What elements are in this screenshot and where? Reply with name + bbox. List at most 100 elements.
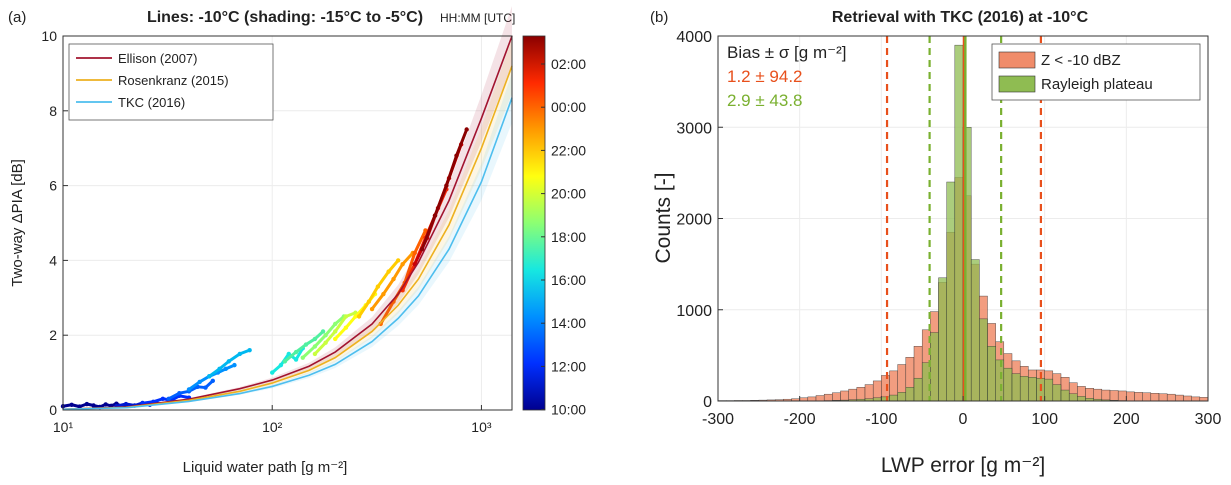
panel-b-bar-1: [898, 392, 906, 401]
panel-a-obs-point: [357, 314, 361, 318]
panel-b-bar-0: [1102, 390, 1110, 401]
panel-b-bar-1: [955, 45, 963, 401]
panel-a-obs-point: [323, 340, 327, 344]
panel-a-obs-point: [283, 359, 287, 363]
panel-b-xtick-label: 0: [959, 411, 968, 428]
panel-b-xtick-label: 100: [1031, 411, 1058, 428]
stats-series-0: 1.2 ± 94.2: [727, 67, 803, 86]
colorbar-tick-label: 14:00: [551, 315, 586, 331]
panel-a-obs-point: [207, 374, 211, 378]
panel-b-title: Retrieval with TKC (2016) at -10°C: [832, 9, 1089, 26]
panel-a-title: Lines: -10°C (shading: -15°C to -5°C): [147, 9, 423, 26]
panel-a-obs-point: [161, 397, 165, 401]
panel-b-bar-1: [1012, 374, 1020, 401]
panel-a-obs-point: [104, 402, 108, 406]
panel-b-bar-0: [1159, 394, 1167, 401]
panel-b-bar-0: [1118, 391, 1126, 401]
panel-b-legend-label-1: Rayleigh plateau: [1041, 76, 1153, 93]
panel-a-obs-point: [301, 355, 305, 359]
panel-a-obs-point: [166, 397, 170, 401]
panel-b-ytick-label: 1000: [676, 303, 712, 320]
panel-a-xtick-label: 10¹: [53, 419, 74, 435]
panel-a-xlabel: Liquid water path [g m⁻²]: [183, 459, 348, 476]
panel-a-obs-point: [124, 402, 128, 406]
panel-a-obs-point: [344, 326, 348, 330]
colorbar-tick-label: 16:00: [551, 272, 586, 288]
panel-a-obs-point: [91, 403, 95, 407]
panel-b-bar-0: [808, 397, 816, 401]
panel-a-obs-point: [391, 277, 395, 281]
panel-a-ytick-label: 2: [49, 327, 57, 343]
panel-a-obs-point: [270, 370, 274, 374]
panel-b-ylabel: Counts [-]: [652, 172, 675, 263]
panel-a-legend: Ellison (2007)Rosenkranz (2015)TKC (2016…: [69, 44, 273, 120]
panel-b-xtick-label: -100: [865, 411, 897, 428]
panel-a-xtick-label: 10²: [262, 419, 283, 435]
panel-b-bar-1: [1020, 376, 1028, 401]
panel-b-bar-1: [971, 260, 979, 401]
colorbar-tick-label: 02:00: [551, 56, 586, 72]
panel-a-obs-point: [376, 284, 380, 288]
panel-b-bar-1: [906, 387, 914, 401]
panel-a-obs-point: [294, 357, 298, 361]
panel-b-ytick-label: 3000: [676, 120, 712, 137]
panel-b-bar-1: [1045, 379, 1053, 401]
colorbar-tick-label: 20:00: [551, 186, 586, 202]
colorbar-tick-label: 00:00: [551, 99, 586, 115]
panel-a-obs-point: [294, 350, 298, 354]
colorbar-tick-label: 12:00: [551, 358, 586, 374]
panel-b-bar-0: [1143, 393, 1151, 401]
stats-series-1: 2.9 ± 43.8: [727, 91, 803, 110]
colorbar-tick-label: 18:00: [551, 229, 586, 245]
panel-a-obs-point: [367, 299, 371, 303]
panel-a-obs-point: [197, 380, 201, 384]
panel-b-bar-1: [930, 333, 938, 401]
panel-a-legend-label-1: Rosenkranz (2015): [118, 73, 229, 88]
panel-a-ylabel: Two-way ΔPIA [dB]: [9, 159, 26, 287]
panel-a-xtick-label: 10³: [471, 419, 492, 435]
panel-a-obs-point: [454, 153, 458, 157]
panel-a-obs-point: [85, 402, 89, 406]
panel-b-ytick-label: 4000: [676, 29, 712, 46]
panel-b-bar-0: [1192, 397, 1200, 401]
panel-b-bar-0: [1126, 392, 1134, 401]
panel-a-obs-point: [232, 363, 236, 367]
panel-b-bar-1: [922, 363, 930, 401]
panel-b-bar-0: [1110, 391, 1118, 401]
panel-a-obs-point: [247, 348, 251, 352]
panel-b-bar-1: [881, 397, 889, 401]
panel-b-bar-0: [1184, 396, 1192, 401]
panel-a-obs-point: [344, 314, 348, 318]
panel-b-bar-1: [1053, 385, 1061, 401]
panel-a-obs-point: [321, 329, 325, 333]
panel-a-obs-point: [177, 391, 181, 395]
panel-b-bar-0: [857, 387, 865, 401]
panel-b-xtick-label: 300: [1195, 411, 1222, 428]
panel-b-bar-0: [1167, 394, 1175, 401]
panel-b-xlabel: LWP error [g m⁻²]: [881, 454, 1045, 477]
panel-a-obs-point: [304, 342, 308, 346]
panel-b-legend-swatch-0: [999, 52, 1035, 68]
panel-b-label: (b): [650, 9, 668, 26]
panel-b-bar-1: [1069, 394, 1077, 401]
panel-a-obs-point: [313, 337, 317, 341]
panel-a-obs-point: [203, 385, 207, 389]
panel-a-obs-point: [400, 262, 404, 266]
panel-a-obs-point: [238, 352, 242, 356]
colorbar-tick-label: 22:00: [551, 142, 586, 158]
panel-a-obs-point: [370, 307, 374, 311]
panel-b-bar-0: [841, 391, 849, 401]
panel-a-obs-point: [279, 363, 283, 367]
panel-a-obs-point: [464, 127, 468, 131]
panel-b-xtick-label: -200: [784, 411, 816, 428]
panel-a-obs-point: [187, 387, 191, 391]
panel-a-legend-label-2: TKC (2016): [118, 95, 185, 110]
panel-a-obs-point: [333, 329, 337, 333]
panel-a-ytick-label: 0: [49, 402, 57, 418]
panel-b-xtick-label: -300: [702, 411, 734, 428]
colorbar: 02:00 00:00 22:00 20:00 18:00 16:00 14:00 12:00…: [523, 36, 586, 418]
panel-a-ytick-label: 10: [41, 28, 57, 44]
panel-a-ytick-label: 4: [49, 252, 57, 268]
stats-header: Bias ± σ [g m⁻²]: [727, 43, 846, 62]
panel-b-bar-0: [1135, 392, 1143, 401]
